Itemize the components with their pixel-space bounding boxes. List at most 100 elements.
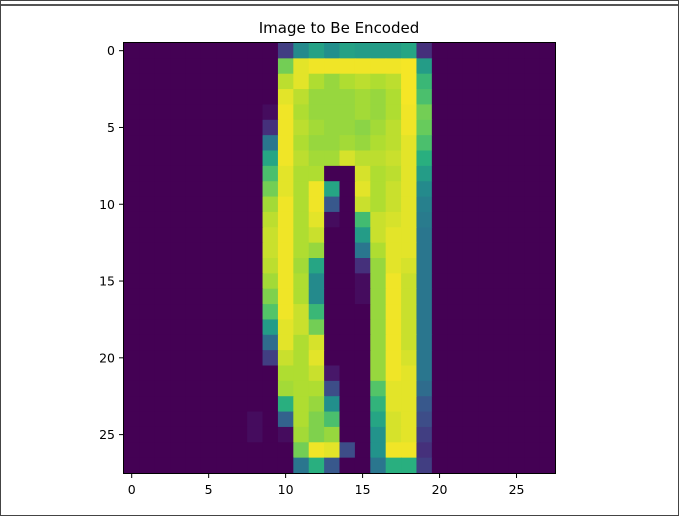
heatmap-cell [216, 119, 233, 136]
heatmap-cell [185, 135, 202, 152]
heatmap-cell [339, 319, 356, 336]
heatmap-cell [385, 426, 402, 443]
heatmap-cell [154, 334, 171, 351]
heatmap-cell [293, 242, 310, 259]
heatmap-cell [447, 288, 464, 305]
heatmap-cell [231, 58, 248, 75]
heatmap-cell [370, 258, 387, 274]
heatmap-cell [324, 211, 341, 228]
heatmap-cell [200, 58, 217, 75]
heatmap-cell [339, 273, 356, 290]
heatmap-cell [200, 104, 217, 121]
heatmap-cell [462, 227, 479, 244]
heatmap-cell [370, 227, 387, 244]
heatmap-cell [431, 104, 448, 121]
heatmap-cell [200, 258, 217, 274]
heatmap-cell [216, 396, 233, 413]
heatmap-cell [124, 135, 140, 152]
heatmap-cell [493, 457, 510, 474]
heatmap-cell [324, 426, 341, 443]
x-tick-label: 20 [432, 482, 448, 497]
heatmap-cell [416, 242, 433, 259]
heatmap-cell [447, 58, 464, 75]
heatmap-cell [293, 196, 310, 213]
heatmap-cell [154, 135, 171, 152]
heatmap-cell [170, 242, 187, 259]
heatmap-cell [247, 396, 264, 413]
heatmap-cell [539, 58, 556, 75]
heatmap-cell [247, 104, 264, 121]
heatmap-cell [124, 411, 140, 428]
heatmap-cell [262, 380, 279, 397]
heatmap-cell [247, 365, 264, 382]
heatmap-cell [154, 380, 171, 397]
heatmap-cell [539, 304, 556, 321]
heatmap-cell [124, 104, 140, 121]
heatmap-cell [185, 211, 202, 228]
heatmap-cell [262, 457, 279, 474]
heatmap-cell [185, 304, 202, 321]
heatmap-cell [478, 319, 495, 336]
heatmap-cell [539, 73, 556, 90]
heatmap-cell [370, 43, 387, 59]
heatmap-cell [508, 304, 525, 321]
heatmap-cell [401, 319, 418, 336]
heatmap-cell [277, 411, 294, 428]
heatmap-cell [324, 43, 341, 59]
heatmap-cell [478, 104, 495, 121]
heatmap-cell [262, 135, 279, 152]
heatmap-cell [247, 73, 264, 90]
heatmap-cell [293, 304, 310, 321]
heatmap-cell [354, 350, 371, 367]
heatmap-cell [431, 119, 448, 136]
heatmap-cell [508, 380, 525, 397]
heatmap-cell [277, 104, 294, 121]
heatmap-cell [431, 457, 448, 474]
heatmap-cell [124, 43, 140, 59]
heatmap-cell [493, 365, 510, 382]
heatmap-cell [124, 380, 140, 397]
heatmap-cell [493, 288, 510, 305]
heatmap-cell [293, 119, 310, 136]
heatmap-cell [354, 273, 371, 290]
heatmap-cell [431, 304, 448, 321]
heatmap-cell [462, 73, 479, 90]
heatmap-cell [262, 227, 279, 244]
heatmap-cell [293, 43, 310, 59]
heatmap-cell [170, 365, 187, 382]
heatmap-cell [416, 380, 433, 397]
heatmap-cell [293, 89, 310, 106]
heatmap-cell [200, 43, 217, 59]
heatmap-cell [478, 58, 495, 75]
heatmap-cell [170, 135, 187, 152]
heatmap-cell [478, 396, 495, 413]
heatmap-cell [185, 396, 202, 413]
heatmap-cell [416, 426, 433, 443]
heatmap-cell [324, 457, 341, 474]
heatmap-cell [216, 350, 233, 367]
heatmap-cell [154, 89, 171, 106]
heatmap-cell [447, 380, 464, 397]
heatmap-cell [524, 288, 541, 305]
y-tick-label: 20 [99, 350, 115, 365]
heatmap-cell [124, 211, 140, 228]
chart-title: Image to Be Encoded [259, 19, 420, 37]
heatmap-cell [539, 150, 556, 167]
heatmap-cell [431, 319, 448, 336]
heatmap-cell [231, 288, 248, 305]
heatmap-cell [493, 442, 510, 459]
heatmap-cell [447, 242, 464, 259]
heatmap-cell [324, 350, 341, 367]
heatmap-cell [231, 319, 248, 336]
heatmap-cell [447, 150, 464, 167]
heatmap-cell [431, 411, 448, 428]
heatmap-cell [324, 181, 341, 198]
heatmap-cell [277, 396, 294, 413]
heatmap-cell [354, 89, 371, 106]
heatmap-cell [339, 350, 356, 367]
heatmap-cell [339, 227, 356, 244]
heatmap-cell [247, 304, 264, 321]
heatmap-cell [354, 457, 371, 474]
heatmap-cell [154, 43, 171, 59]
